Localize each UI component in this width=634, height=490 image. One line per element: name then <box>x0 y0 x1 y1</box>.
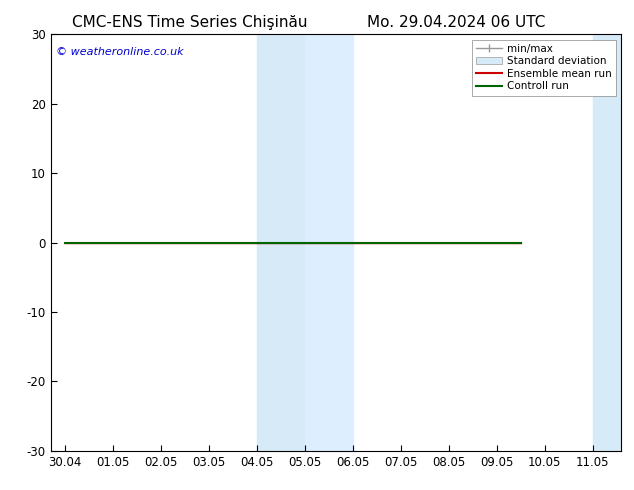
Bar <box>593 34 621 451</box>
Bar <box>257 34 305 451</box>
Text: Mo. 29.04.2024 06 UTC: Mo. 29.04.2024 06 UTC <box>367 15 546 30</box>
Bar <box>305 34 353 451</box>
Text: CMC-ENS Time Series Chişinău: CMC-ENS Time Series Chişinău <box>72 15 308 30</box>
Legend: min/max, Standard deviation, Ensemble mean run, Controll run: min/max, Standard deviation, Ensemble me… <box>472 40 616 96</box>
Text: © weatheronline.co.uk: © weatheronline.co.uk <box>56 47 184 57</box>
